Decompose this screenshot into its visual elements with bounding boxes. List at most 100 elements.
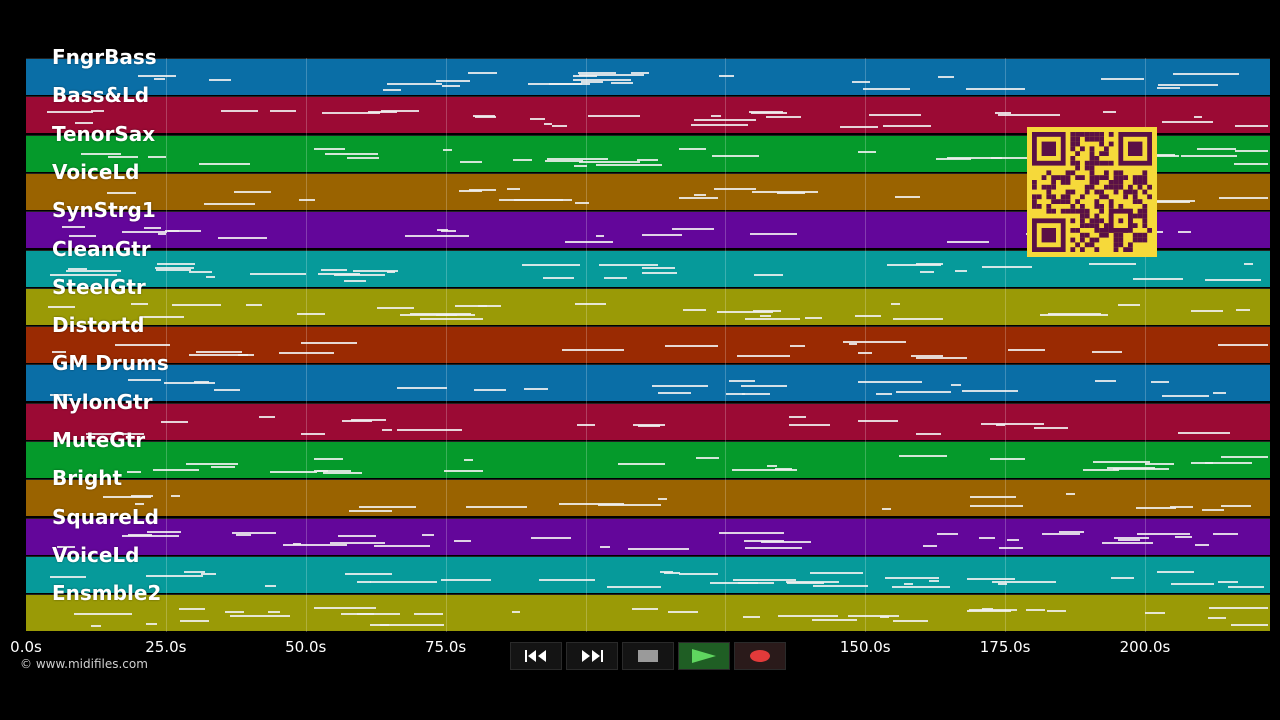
midi-note bbox=[690, 124, 749, 127]
midi-note bbox=[48, 306, 76, 309]
midi-note bbox=[789, 416, 806, 419]
midi-note bbox=[530, 537, 571, 540]
midi-note bbox=[57, 545, 76, 548]
midi-note bbox=[233, 191, 271, 194]
midi-note bbox=[469, 188, 497, 191]
midi-note bbox=[298, 198, 315, 201]
midi-note bbox=[790, 344, 806, 347]
track-row bbox=[26, 402, 1270, 440]
midi-note bbox=[551, 125, 568, 128]
midi-note bbox=[153, 468, 200, 471]
fast-forward-icon bbox=[582, 650, 603, 662]
midi-note bbox=[528, 82, 582, 85]
midi-note bbox=[725, 392, 745, 395]
midi-note bbox=[745, 318, 800, 321]
midi-note bbox=[1034, 426, 1068, 429]
midi-note bbox=[596, 235, 605, 238]
midi-note bbox=[373, 545, 430, 548]
record-button[interactable] bbox=[734, 642, 786, 670]
midi-note bbox=[369, 623, 389, 626]
midi-note bbox=[313, 457, 343, 460]
midi-note bbox=[444, 470, 483, 473]
midi-note bbox=[1172, 73, 1240, 76]
midi-note bbox=[1065, 492, 1076, 495]
midi-note bbox=[1100, 78, 1144, 81]
midi-note bbox=[718, 532, 785, 535]
midi-note bbox=[664, 345, 719, 348]
midi-note bbox=[499, 199, 563, 202]
midi-note bbox=[754, 273, 784, 276]
time-gridline bbox=[585, 58, 587, 632]
midi-note bbox=[189, 353, 248, 356]
play-button[interactable] bbox=[678, 642, 730, 670]
stop-button[interactable] bbox=[622, 642, 674, 670]
midi-note bbox=[947, 240, 990, 243]
midi-note bbox=[1212, 532, 1238, 535]
midi-note bbox=[642, 272, 677, 275]
midi-note bbox=[1111, 577, 1134, 580]
midi-note bbox=[895, 196, 920, 199]
midi-note bbox=[321, 112, 380, 115]
midi-note bbox=[436, 228, 449, 231]
midi-note bbox=[857, 419, 899, 422]
midi-note bbox=[140, 315, 185, 318]
midi-note bbox=[919, 270, 934, 273]
midi-note bbox=[809, 571, 863, 574]
midi-note bbox=[869, 114, 922, 117]
midi-note bbox=[1025, 608, 1046, 611]
midi-note bbox=[812, 619, 857, 622]
midi-note bbox=[1082, 468, 1120, 471]
midi-note bbox=[965, 88, 1026, 91]
midi-note bbox=[606, 586, 662, 589]
midi-note bbox=[387, 82, 443, 85]
midi-note bbox=[1177, 432, 1230, 435]
rewind-button[interactable] bbox=[510, 642, 562, 670]
midi-note bbox=[1158, 84, 1218, 87]
midi-note bbox=[269, 109, 296, 112]
midi-note bbox=[893, 620, 929, 623]
midi-note bbox=[574, 165, 587, 168]
midi-note bbox=[968, 609, 1017, 612]
midi-note bbox=[736, 355, 790, 358]
fast-forward-button[interactable] bbox=[566, 642, 618, 670]
midi-note bbox=[466, 505, 527, 508]
midi-note bbox=[323, 471, 362, 474]
midi-note bbox=[127, 533, 153, 536]
midi-note bbox=[73, 612, 132, 615]
stop-icon bbox=[638, 650, 658, 662]
midi-note bbox=[995, 424, 1006, 427]
midi-note bbox=[1008, 348, 1045, 351]
midi-note bbox=[875, 392, 892, 395]
track-row bbox=[26, 479, 1270, 517]
midi-note bbox=[893, 317, 943, 320]
midi-note bbox=[847, 615, 899, 618]
midi-note bbox=[885, 577, 940, 580]
midi-note bbox=[282, 544, 347, 547]
midi-note bbox=[376, 306, 414, 309]
midi-note bbox=[887, 264, 941, 266]
midi-note bbox=[121, 534, 180, 537]
midi-note bbox=[382, 88, 402, 91]
midi-note bbox=[147, 530, 181, 533]
midi-note bbox=[597, 504, 662, 507]
track-label: SynStrg1 bbox=[52, 198, 156, 223]
time-tick-label: 200.0s bbox=[1119, 638, 1171, 656]
midi-note bbox=[1092, 460, 1151, 463]
midi-note bbox=[102, 496, 151, 499]
midi-note bbox=[991, 580, 1056, 583]
midi-note bbox=[183, 571, 206, 574]
midi-note bbox=[732, 578, 797, 581]
midi-note bbox=[641, 233, 682, 236]
midi-note bbox=[157, 263, 195, 266]
track-label: SquareLd bbox=[52, 504, 159, 529]
midi-note bbox=[351, 418, 387, 421]
midi-note bbox=[396, 387, 447, 390]
midi-note bbox=[468, 72, 498, 75]
midi-note bbox=[598, 264, 659, 267]
midi-note bbox=[442, 84, 460, 87]
midi-note bbox=[1040, 314, 1108, 317]
midi-note bbox=[148, 156, 166, 159]
midi-note bbox=[128, 379, 162, 382]
midi-note bbox=[716, 310, 774, 313]
midi-note bbox=[1193, 115, 1203, 118]
